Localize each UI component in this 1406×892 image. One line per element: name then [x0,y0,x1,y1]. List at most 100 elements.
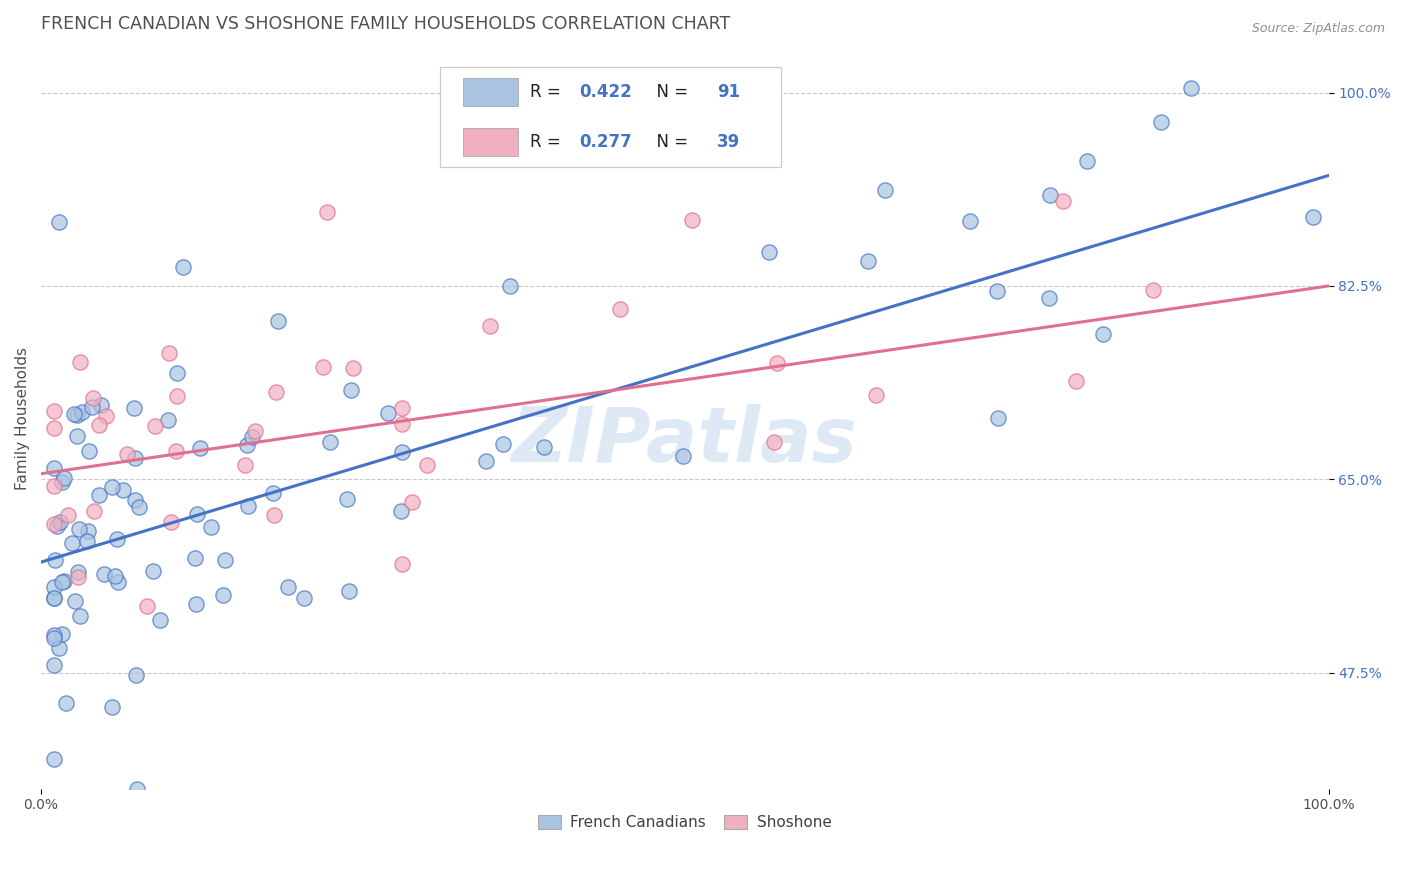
Point [149,613,172,627]
Legend: French Canadians, Shoshone: French Canadians, Shoshone [533,809,838,837]
Point [377,406,399,420]
Point [292,591,315,605]
Text: ZIPatlas: ZIPatlas [512,404,858,478]
Point [319,434,342,449]
Point [89,488,111,502]
Point [672,449,695,463]
Point [1180,80,1202,95]
Point [986,284,1008,298]
Text: 39: 39 [717,133,741,151]
Point [1302,210,1324,224]
Point [758,244,780,259]
Point [401,495,423,509]
Point [52,471,75,485]
Point [1076,154,1098,169]
Point [416,458,439,472]
Point [856,254,879,268]
Point [63,594,86,608]
Point [243,424,266,438]
Text: R =: R = [530,83,567,101]
Point [263,508,285,522]
Point [49,515,72,529]
Point [875,183,897,197]
Point [765,355,787,369]
Point [959,214,981,228]
Point [492,437,515,451]
Point [212,588,235,602]
Point [42,580,65,594]
Text: 91: 91 [717,83,740,101]
FancyBboxPatch shape [464,128,517,156]
Point [87,417,110,432]
Point [533,440,555,454]
Point [111,483,134,497]
Point [58,508,80,522]
Point [66,570,89,584]
Point [53,574,76,588]
Point [48,641,70,656]
Point [90,398,112,412]
Y-axis label: Family Households: Family Households [15,347,30,490]
Point [65,429,87,443]
Point [865,388,887,402]
Point [763,435,786,450]
Point [117,448,139,462]
Point [42,591,65,605]
Point [124,493,146,508]
Point [1064,374,1087,388]
Point [94,409,117,424]
Point [122,401,145,415]
Point [235,458,257,472]
Point [125,667,148,681]
Point [1091,327,1114,342]
Point [70,405,93,419]
Point [312,359,335,374]
Point [214,553,236,567]
Point [478,318,501,333]
Point [51,475,73,489]
Point [42,404,65,418]
Point [79,443,101,458]
Point [42,628,65,642]
Point [391,557,413,571]
Point [42,657,65,672]
Text: N =: N = [647,83,693,101]
Point [1142,283,1164,297]
Point [166,366,188,380]
Point [1039,187,1062,202]
Point [105,532,128,546]
Text: N =: N = [647,133,693,151]
Point [172,260,194,274]
Point [93,566,115,581]
Point [336,491,359,506]
FancyBboxPatch shape [464,78,517,106]
Point [389,504,412,518]
Point [340,383,363,397]
Point [83,504,105,518]
Point [101,480,124,494]
Point [316,204,339,219]
Point [391,417,413,432]
Point [186,508,208,522]
Point [69,609,91,624]
Point [609,302,631,317]
Point [184,597,207,611]
Point [69,355,91,369]
Point [67,523,90,537]
Point [44,553,66,567]
Point [238,499,260,513]
Point [45,519,67,533]
Point [166,389,188,403]
Point [128,500,150,515]
Point [55,696,77,710]
Point [127,781,149,796]
Point [1150,115,1173,129]
Point [236,438,259,452]
Point [42,420,65,434]
Point [157,345,180,359]
FancyBboxPatch shape [440,67,782,167]
Point [51,627,73,641]
Point [136,599,159,613]
Point [62,407,84,421]
Point [987,411,1010,425]
